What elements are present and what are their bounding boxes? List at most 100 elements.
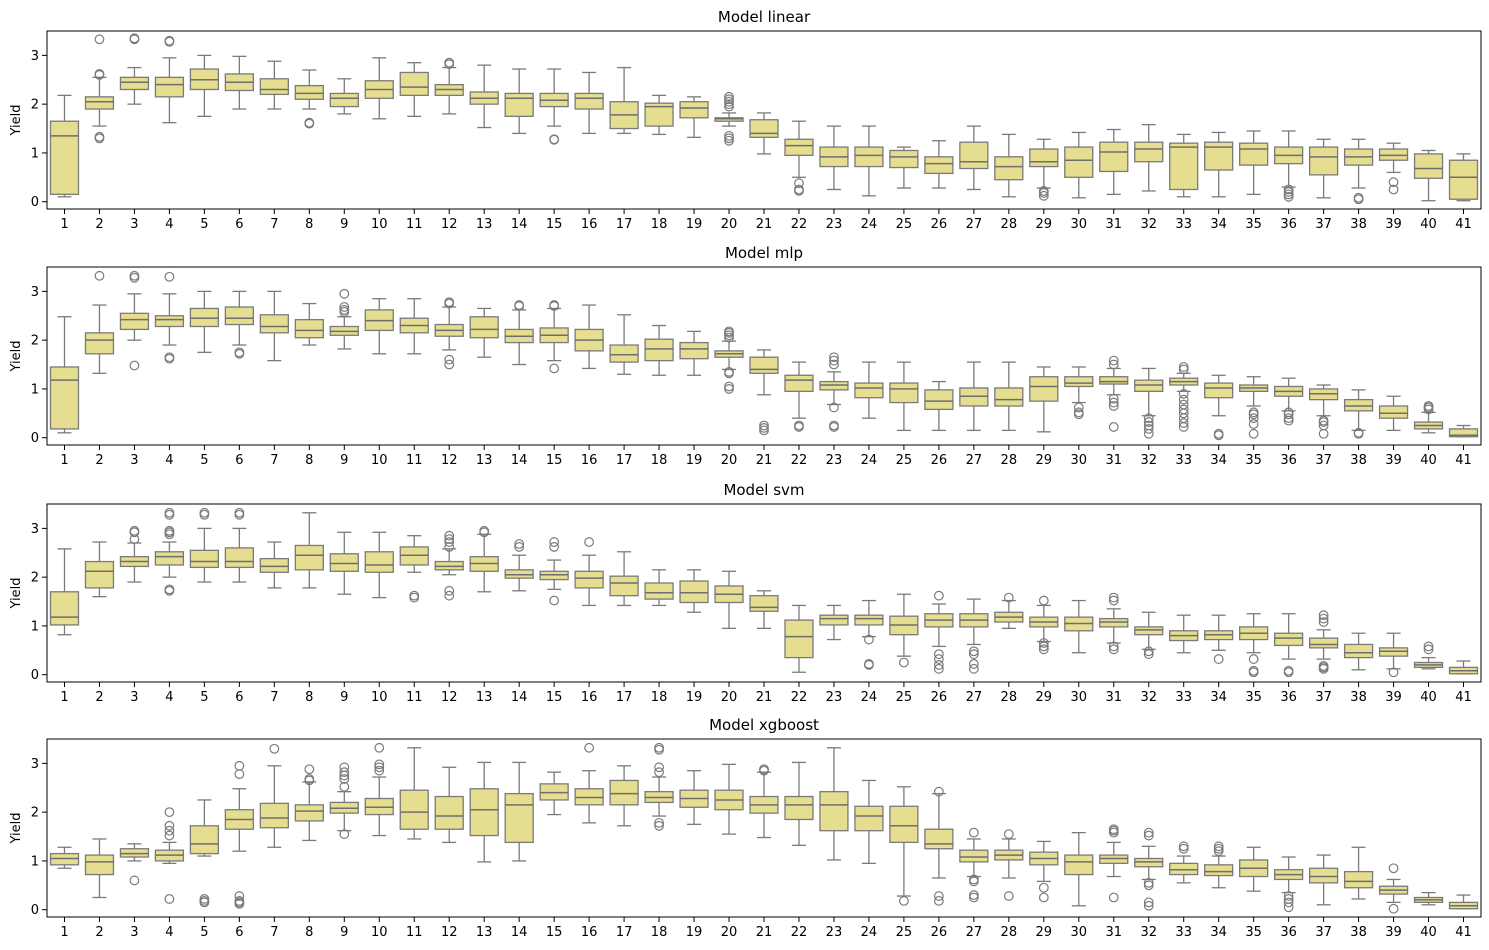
x-tick-label: 41 bbox=[1455, 217, 1472, 232]
box-3 bbox=[119, 270, 150, 371]
iqr-box bbox=[609, 575, 639, 597]
outlier-point bbox=[1318, 610, 1329, 621]
outlier-point bbox=[968, 890, 979, 900]
outlier-point bbox=[199, 507, 210, 518]
outlier-point bbox=[129, 875, 140, 886]
x-tick-label: 14 bbox=[511, 217, 528, 232]
y-tick-label: 0 bbox=[31, 903, 39, 918]
box-11 bbox=[399, 298, 429, 355]
outlier-point bbox=[129, 525, 140, 536]
x-tick-label: 35 bbox=[1245, 217, 1262, 232]
iqr-box bbox=[364, 551, 394, 573]
outlier-point bbox=[1108, 393, 1119, 404]
box-30 bbox=[1064, 599, 1094, 654]
outlier-point bbox=[1353, 427, 1364, 438]
outlier-point bbox=[933, 649, 944, 660]
box-24 bbox=[854, 779, 884, 865]
outlier-point bbox=[1248, 428, 1259, 439]
box-12 bbox=[434, 766, 464, 844]
x-tick-label: 31 bbox=[1105, 453, 1122, 468]
x-tick-label: 28 bbox=[1001, 217, 1018, 232]
box-8 bbox=[294, 302, 324, 346]
iqr-box bbox=[889, 382, 919, 404]
iqr-box bbox=[784, 619, 814, 659]
x-tick-label: 21 bbox=[756, 217, 773, 232]
outlier-point bbox=[339, 781, 350, 792]
x-tick-label: 7 bbox=[270, 217, 278, 232]
iqr-box bbox=[749, 119, 779, 138]
x-tick-label: 29 bbox=[1036, 925, 1053, 940]
x-tick-label: 18 bbox=[651, 453, 668, 468]
iqr-box bbox=[1239, 142, 1269, 166]
x-tick-label: 2 bbox=[95, 690, 103, 705]
box-22 bbox=[784, 361, 814, 432]
outlier-point bbox=[514, 542, 525, 552]
outlier-point bbox=[1108, 824, 1119, 835]
box-20 bbox=[714, 570, 744, 630]
outlier-point bbox=[1318, 613, 1329, 624]
outlier-point bbox=[724, 332, 734, 343]
x-tick-label: 16 bbox=[581, 925, 598, 940]
outlier-point bbox=[829, 355, 839, 366]
outlier-point bbox=[1388, 667, 1399, 678]
x-tick-label: 15 bbox=[546, 690, 563, 705]
x-tick-label: 24 bbox=[861, 690, 878, 705]
outlier-point bbox=[933, 663, 944, 674]
box-18 bbox=[644, 569, 674, 607]
box-22 bbox=[784, 604, 814, 673]
x-tick-label: 13 bbox=[476, 690, 493, 705]
box-41 bbox=[1448, 894, 1479, 910]
iqr-box bbox=[924, 156, 954, 175]
box-7 bbox=[259, 60, 289, 110]
box-12 bbox=[434, 297, 464, 370]
iqr-box bbox=[679, 341, 709, 360]
box-32 bbox=[1134, 367, 1164, 439]
iqr-box bbox=[679, 580, 709, 604]
box-7 bbox=[259, 290, 289, 362]
outlier-point bbox=[1178, 404, 1189, 415]
iqr-box bbox=[1029, 376, 1059, 402]
outlier-point bbox=[1283, 413, 1294, 424]
y-axis-label: Yield bbox=[9, 105, 24, 137]
box-16 bbox=[574, 537, 604, 607]
iqr-box bbox=[679, 101, 709, 119]
box-36 bbox=[1273, 130, 1304, 202]
x-tick-label: 14 bbox=[511, 925, 528, 940]
outlier-point bbox=[1213, 841, 1224, 852]
box-28 bbox=[994, 829, 1024, 901]
box-35 bbox=[1239, 130, 1269, 196]
outlier-point bbox=[1423, 644, 1434, 655]
x-tick-label: 17 bbox=[616, 690, 633, 705]
x-tick-label: 37 bbox=[1315, 453, 1332, 468]
iqr-box bbox=[924, 389, 954, 411]
outlier-point bbox=[1143, 830, 1154, 841]
box-26 bbox=[924, 380, 954, 432]
outlier-point bbox=[549, 537, 560, 547]
outlier-point bbox=[654, 767, 664, 778]
outlier-point bbox=[164, 271, 175, 282]
outlier-point bbox=[1353, 192, 1364, 203]
outlier-point bbox=[514, 300, 525, 310]
iqr-box bbox=[959, 849, 989, 863]
box-28 bbox=[994, 133, 1024, 198]
outlier-point bbox=[1038, 190, 1049, 201]
box-33 bbox=[1169, 133, 1199, 198]
iqr-box bbox=[994, 156, 1024, 181]
box-5 bbox=[189, 54, 220, 117]
x-tick-label: 28 bbox=[1001, 453, 1018, 468]
x-tick-label: 1 bbox=[60, 453, 68, 468]
outlier-point bbox=[1318, 415, 1329, 426]
box-12 bbox=[434, 530, 464, 601]
outlier-point bbox=[724, 101, 734, 112]
x-tick-label: 38 bbox=[1350, 690, 1367, 705]
y-tick-label: 1 bbox=[31, 146, 39, 161]
iqr-box bbox=[959, 141, 989, 170]
x-tick-label: 21 bbox=[756, 925, 773, 940]
box-36 bbox=[1273, 856, 1304, 913]
outlier-point bbox=[1283, 894, 1294, 904]
box-18 bbox=[644, 324, 674, 376]
iqr-box bbox=[154, 76, 185, 98]
x-tick-label: 7 bbox=[270, 690, 278, 705]
x-tick-label: 16 bbox=[581, 690, 598, 705]
